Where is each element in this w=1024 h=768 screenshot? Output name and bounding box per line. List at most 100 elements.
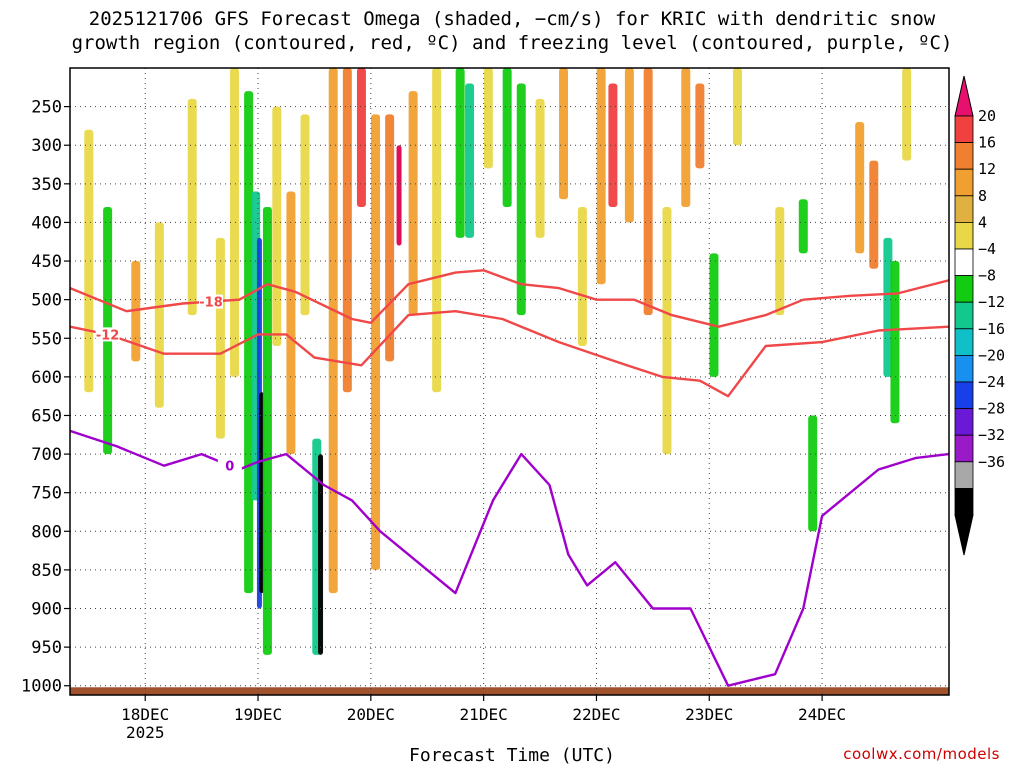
colorbar-label: −4 bbox=[978, 240, 996, 258]
omega-band-31 bbox=[559, 68, 569, 200]
ground-strip bbox=[70, 687, 949, 695]
omega-band-46 bbox=[869, 160, 879, 269]
colorbar-swatch-4 bbox=[954, 195, 974, 223]
x-tick-label: 19DEC bbox=[234, 705, 282, 724]
y-tick-label: 250 bbox=[31, 98, 62, 118]
omega-band-13 bbox=[286, 191, 296, 455]
omega-band-40 bbox=[709, 253, 719, 377]
omega-band-39 bbox=[695, 83, 705, 169]
omega-band-45 bbox=[855, 122, 865, 254]
contour-label-freezing-level: 0 bbox=[225, 460, 234, 475]
colorbar-swatch-9 bbox=[954, 328, 974, 356]
y-tick-label: 850 bbox=[31, 561, 62, 581]
omega-band-41 bbox=[732, 68, 742, 146]
x-tick-label: 24DEC bbox=[798, 705, 846, 724]
y-tick-label: 650 bbox=[31, 406, 62, 426]
contour-freezing-level bbox=[70, 429, 949, 687]
omega-band-17 bbox=[328, 68, 338, 594]
y-tick-label: 750 bbox=[31, 484, 62, 504]
x-tick-label: 21DEC bbox=[460, 705, 508, 724]
omega-band-44 bbox=[808, 415, 818, 532]
colorbar-label: 20 bbox=[978, 107, 996, 125]
colorbar-label: −8 bbox=[978, 267, 996, 285]
colorbar-swatch-7 bbox=[954, 275, 974, 303]
y-tick-label: 700 bbox=[31, 445, 62, 465]
omega-band-25 bbox=[455, 68, 465, 238]
omega-band-3 bbox=[154, 222, 164, 408]
x-axis-title: Forecast Time (UTC) bbox=[409, 745, 615, 766]
omega-band-28 bbox=[502, 68, 512, 207]
colorbar-swatch-15 bbox=[954, 487, 974, 516]
colorbar-swatch-5 bbox=[954, 221, 974, 250]
omega-band-32 bbox=[577, 206, 587, 346]
omega-band-47 bbox=[883, 237, 893, 377]
omega-band-37 bbox=[662, 206, 672, 455]
colorbar-label: 12 bbox=[978, 160, 996, 178]
chart-title-line2: growth region (contoured, red, ºC) and f… bbox=[71, 32, 953, 54]
omega-band-36 bbox=[643, 68, 653, 316]
colorbar-label: −12 bbox=[978, 293, 1005, 311]
omega-band-21 bbox=[385, 114, 395, 362]
omega-band-22 bbox=[396, 145, 402, 246]
omega-band-24 bbox=[432, 68, 442, 393]
y-tick-label: 350 bbox=[31, 175, 62, 195]
colorbar-swatch-2 bbox=[954, 142, 974, 170]
x-tick-label: 23DEC bbox=[685, 705, 733, 724]
omega-band-30 bbox=[535, 98, 545, 238]
colorbar-label: 16 bbox=[978, 134, 996, 152]
colorbar-swatch-6 bbox=[954, 248, 974, 277]
omega-band-48 bbox=[890, 261, 900, 424]
y-tick-label: 300 bbox=[31, 136, 62, 156]
y-tick-label: 800 bbox=[31, 522, 62, 542]
y-tick-label: 950 bbox=[31, 638, 62, 658]
y-tick-label: 1000 bbox=[21, 677, 62, 697]
y-tick-label: 500 bbox=[31, 291, 62, 311]
omega-band-2 bbox=[131, 261, 141, 362]
contour-dgz-minus18 bbox=[70, 269, 949, 328]
x-tick-label: 18DEC bbox=[121, 705, 169, 724]
y-tick-label: 400 bbox=[31, 213, 62, 233]
omega-band-20 bbox=[371, 114, 381, 570]
omega-band-26 bbox=[465, 83, 475, 238]
colorbar-swatch-11 bbox=[954, 381, 974, 410]
omega-band-42 bbox=[775, 206, 785, 316]
omega-band-38 bbox=[681, 68, 691, 207]
colorbar-swatch-12 bbox=[954, 408, 974, 436]
omega-band-18 bbox=[342, 68, 352, 393]
colorbar-label: 8 bbox=[978, 187, 987, 205]
colorbar-label: −32 bbox=[978, 426, 1005, 444]
colorbar-label: −16 bbox=[978, 320, 1005, 338]
omega-band-0 bbox=[84, 129, 94, 393]
colorbar-label: −24 bbox=[978, 373, 1005, 391]
colorbar-swatch-14 bbox=[954, 461, 974, 489]
omega-band-29 bbox=[516, 83, 526, 316]
contour-label-dgz-minus12: -12 bbox=[96, 328, 120, 343]
omega-band-19 bbox=[356, 68, 366, 207]
omega-band-27 bbox=[483, 68, 493, 169]
omega-band-6 bbox=[230, 68, 240, 377]
omega-band-4 bbox=[187, 98, 197, 316]
credit-link[interactable]: coolwx.com/models bbox=[843, 745, 1000, 763]
colorbar-label: −20 bbox=[978, 346, 1005, 364]
y-tick-label: 600 bbox=[31, 368, 62, 388]
omega-band-34 bbox=[608, 83, 618, 207]
omega-band-14 bbox=[300, 114, 310, 316]
omega-band-12 bbox=[272, 106, 282, 346]
omega-band-16 bbox=[318, 454, 324, 655]
omega-band-33 bbox=[596, 68, 606, 285]
colorbar-label: −28 bbox=[978, 400, 1005, 418]
omega-band-11 bbox=[262, 206, 272, 655]
omega-band-49 bbox=[902, 68, 912, 161]
x-tick-label: 20DEC bbox=[347, 705, 395, 724]
colorbar-swatch-10 bbox=[954, 354, 974, 383]
colorbar-swatch-8 bbox=[954, 301, 974, 330]
plot-frame bbox=[69, 67, 950, 696]
colorbar-label: −36 bbox=[978, 453, 1005, 471]
omega-band-43 bbox=[798, 199, 808, 254]
omega-band-35 bbox=[624, 68, 634, 223]
colorbar-label: 4 bbox=[978, 213, 987, 231]
y-tick-label: 450 bbox=[31, 252, 62, 272]
x-tick-sublabel: 2025 bbox=[126, 723, 165, 742]
colorbar-swatch-1 bbox=[954, 115, 974, 144]
